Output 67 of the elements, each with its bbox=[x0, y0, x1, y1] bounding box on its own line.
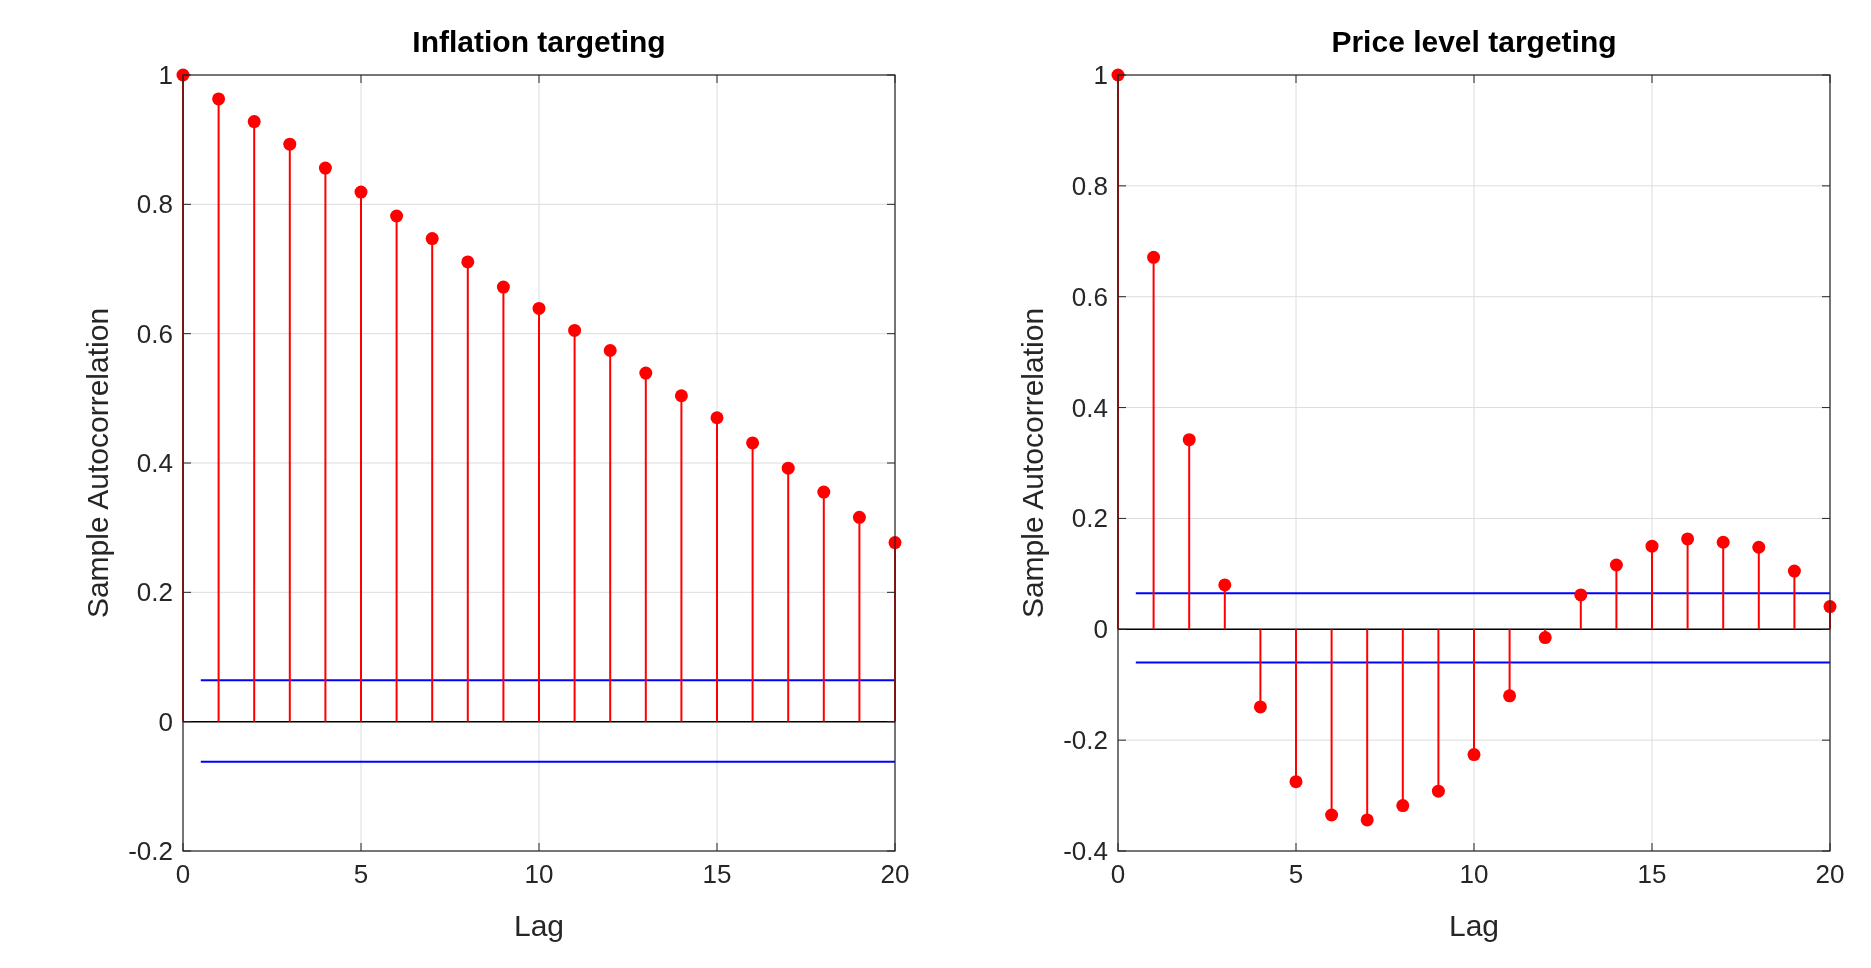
point bbox=[710, 411, 724, 425]
y-tick-label: 1 bbox=[158, 60, 173, 90]
point bbox=[817, 485, 831, 499]
point bbox=[1325, 808, 1339, 822]
y-tick-label: 0.2 bbox=[136, 577, 173, 608]
point bbox=[354, 185, 368, 199]
y-tick-label: 0 bbox=[158, 706, 173, 737]
chart-title: Price level targeting bbox=[1331, 25, 1617, 58]
point bbox=[1752, 540, 1766, 554]
x-tick-label: 15 bbox=[1637, 859, 1667, 889]
point bbox=[1787, 564, 1801, 578]
x-tick-label: 10 bbox=[1459, 859, 1489, 889]
point bbox=[496, 280, 510, 294]
y-axis-title: Sample Autocorrelation bbox=[1016, 307, 1049, 619]
point bbox=[603, 343, 617, 357]
point bbox=[1467, 748, 1481, 762]
y-tick-label: -0.2 bbox=[1063, 725, 1108, 756]
y-tick-label: 0 bbox=[1093, 614, 1108, 645]
point bbox=[568, 323, 582, 337]
y-tick-label: 1 bbox=[1093, 60, 1108, 90]
point bbox=[1289, 775, 1303, 789]
point bbox=[283, 137, 297, 151]
point bbox=[461, 255, 475, 269]
x-tick-label: 10 bbox=[524, 859, 554, 889]
y-axis-title: Sample Autocorrelation bbox=[81, 307, 114, 619]
point bbox=[1716, 535, 1730, 549]
point bbox=[1218, 578, 1232, 592]
point bbox=[532, 301, 546, 315]
chart-title: Inflation targeting bbox=[412, 25, 666, 58]
y-tick-label: 0.4 bbox=[136, 448, 173, 478]
point bbox=[212, 92, 226, 106]
point bbox=[1396, 799, 1410, 813]
x-axis-title: Lag bbox=[513, 909, 565, 942]
x-tick-label: 20 bbox=[1815, 859, 1845, 889]
point bbox=[1147, 250, 1161, 264]
point bbox=[639, 366, 653, 380]
x-tick-label: 20 bbox=[880, 859, 910, 889]
x-tick-label: 5 bbox=[1288, 859, 1304, 889]
point bbox=[1431, 784, 1445, 798]
y-tick-label: -0.4 bbox=[1063, 836, 1108, 866]
point bbox=[1609, 558, 1623, 572]
y-tick-label: 0.4 bbox=[1071, 392, 1108, 423]
point bbox=[247, 115, 261, 129]
x-tick-label: 15 bbox=[702, 859, 732, 889]
point bbox=[746, 436, 760, 450]
x-axis-title: Lag bbox=[1448, 909, 1500, 942]
point bbox=[852, 510, 866, 524]
point bbox=[1681, 532, 1695, 546]
point bbox=[1253, 700, 1267, 714]
point bbox=[390, 209, 404, 223]
y-tick-label: 0.6 bbox=[136, 318, 173, 349]
y-tick-label: 0.6 bbox=[1071, 281, 1108, 312]
point bbox=[1182, 433, 1196, 447]
y-tick-label: -0.2 bbox=[128, 836, 173, 866]
y-tick-label: 0.8 bbox=[1071, 170, 1108, 201]
point bbox=[318, 161, 332, 175]
y-tick-label: 0.2 bbox=[1071, 503, 1108, 534]
point bbox=[425, 232, 439, 246]
point bbox=[674, 389, 688, 403]
point bbox=[1645, 539, 1659, 553]
y-tick-label: 0.8 bbox=[136, 189, 173, 220]
point bbox=[1538, 631, 1552, 645]
point bbox=[1503, 689, 1517, 703]
point bbox=[781, 461, 795, 475]
point bbox=[1574, 588, 1588, 602]
x-tick-label: 5 bbox=[353, 859, 369, 889]
point bbox=[1360, 813, 1374, 827]
